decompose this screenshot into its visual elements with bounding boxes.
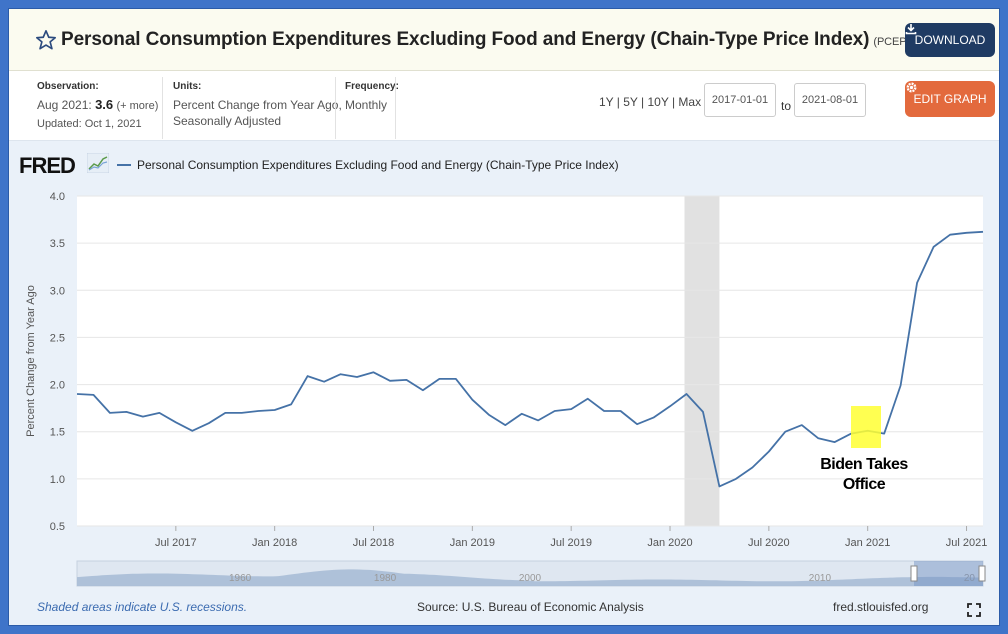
- source-note: Source: U.S. Bureau of Economic Analysis: [417, 600, 644, 614]
- x-tick-label: Jul 2021: [946, 537, 988, 549]
- star-outline-icon[interactable]: [35, 29, 57, 51]
- fred-logo-text: FRED: [19, 153, 76, 178]
- annotation-line1: Biden Takes: [820, 456, 908, 473]
- x-tick-label: Jan 2021: [845, 537, 890, 549]
- navigator-selection: [914, 561, 983, 586]
- edit-graph-label: EDIT GRAPH: [913, 92, 987, 106]
- fred-logo: FRED: [19, 153, 76, 179]
- recession-shading: [684, 196, 720, 526]
- x-tick-label: Jan 2019: [450, 537, 495, 549]
- y-axis-label: Percent Change from Year Ago: [25, 285, 37, 437]
- gear-icon: [906, 82, 917, 93]
- plot-background: [77, 196, 983, 526]
- end-date-input[interactable]: 2021-08-01: [794, 83, 866, 117]
- updated-date: Updated: Oct 1, 2021: [37, 118, 142, 130]
- meta-bar: Observation: Aug 2021: 3.6 (+ more) Upda…: [9, 71, 999, 141]
- x-tick-label: Jan 2020: [647, 537, 692, 549]
- to-label: to: [781, 99, 792, 113]
- y-tick-label: 1.5: [50, 427, 65, 439]
- units-line2: Seasonally Adjusted: [173, 114, 282, 128]
- start-date-input[interactable]: 2017-01-01: [704, 83, 776, 117]
- line-chart: 4.0 3.5 3.0 2.5 2.0 1.5 1.0 0.5 Jul 2017 Jan 2018…: [25, 191, 988, 587]
- legend-swatch: [117, 164, 131, 166]
- download-label: DOWNLOAD: [914, 33, 986, 47]
- frequency-value: Monthly: [345, 98, 388, 112]
- x-tick-label: Jul 2020: [748, 537, 790, 549]
- navigator-label: 1980: [374, 573, 397, 584]
- fred-logo-graph-icon: [87, 153, 109, 173]
- annotation-highlight: [851, 406, 881, 448]
- navigator-label: 20: [964, 573, 976, 584]
- units-label: Units:: [173, 81, 202, 92]
- y-tick-label: 2.0: [50, 380, 65, 392]
- edit-graph-button[interactable]: EDIT GRAPH: [905, 81, 995, 117]
- x-tick-label: Jul 2017: [155, 537, 197, 549]
- chart-area: FRED Personal Consumption Expenditures E…: [9, 141, 999, 625]
- meta-divider: [162, 77, 163, 139]
- page-title-text: Personal Consumption Expenditures Exclud…: [61, 29, 870, 50]
- recession-note: Shaded areas indicate U.S. recessions.: [37, 600, 248, 614]
- x-tick-label: Jul 2019: [550, 537, 592, 549]
- download-button[interactable]: DOWNLOAD: [905, 23, 995, 57]
- y-tick-label: 3.5: [50, 238, 65, 250]
- site-link[interactable]: fred.stlouisfed.org: [833, 600, 929, 614]
- series-line: [76, 230, 984, 488]
- fullscreen-icon[interactable]: [967, 603, 981, 617]
- navigator-handle-left: [910, 565, 918, 582]
- observation-label: Observation:: [37, 81, 99, 92]
- y-tick-label: 1.0: [50, 474, 65, 486]
- download-icon: [905, 24, 917, 35]
- observation-date: Aug 2021:: [37, 98, 92, 112]
- navigator-area: [77, 569, 983, 586]
- units-line1: Percent Change from Year Ago,: [173, 98, 342, 112]
- units-block: Units: Percent Change from Year Ago, Sea…: [173, 79, 342, 129]
- y-tick-label: 0.5: [50, 521, 65, 533]
- frequency-block: Frequency: Monthly: [345, 79, 399, 113]
- x-tick-label: Jul 2018: [353, 537, 395, 549]
- x-tick-label: Jan 2018: [252, 537, 297, 549]
- annotation-label: Biden Takes Office: [809, 455, 919, 495]
- y-tick-label: 3.0: [50, 285, 65, 297]
- y-tick-label: 4.0: [50, 191, 65, 203]
- navigator-label: 2010: [809, 573, 832, 584]
- meta-divider: [335, 77, 336, 139]
- range-links[interactable]: 1Y | 5Y | 10Y | Max: [599, 95, 702, 109]
- frequency-label: Frequency:: [345, 81, 399, 92]
- navigator-label: 1960: [229, 573, 252, 584]
- meta-divider: [395, 77, 396, 139]
- navigator-handle-right: [978, 565, 986, 582]
- page-title: Personal Consumption Expenditures Exclud…: [61, 29, 933, 51]
- y-tick-label: 2.5: [50, 332, 65, 344]
- legend-label: Personal Consumption Expenditures Exclud…: [137, 158, 619, 172]
- observation-more-link[interactable]: (+ more): [116, 100, 159, 112]
- fred-graph-frame: Personal Consumption Expenditures Exclud…: [8, 8, 1000, 626]
- annotation-line2: Office: [842, 476, 886, 493]
- observation-block: Observation: Aug 2021: 3.6 (+ more) Upda…: [37, 79, 158, 132]
- observation-value: 3.6: [95, 97, 114, 112]
- navigator-label: 2000: [519, 573, 542, 584]
- title-bar: Personal Consumption Expenditures Exclud…: [9, 9, 999, 71]
- chart-legend: Personal Consumption Expenditures Exclud…: [117, 158, 619, 172]
